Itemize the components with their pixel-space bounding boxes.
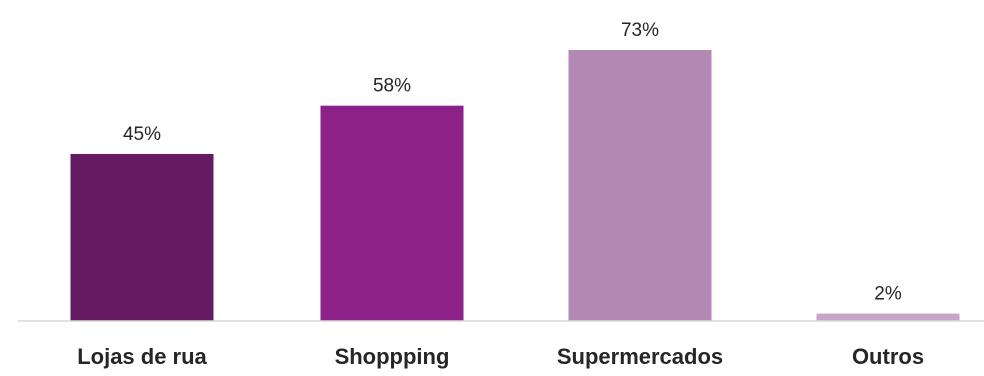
bar-shoppping bbox=[320, 105, 464, 321]
bar-outros bbox=[816, 313, 960, 321]
category-label-shoppping: Shoppping bbox=[335, 344, 450, 369]
data-label-lojas-de-rua: 45% bbox=[123, 124, 161, 145]
category-label-supermercados: Supermercados bbox=[557, 344, 723, 369]
data-label-shoppping: 58% bbox=[373, 76, 411, 97]
data-labels-group: 45% 58% 73% 2% bbox=[123, 20, 902, 305]
category-labels-group: Lojas de rua Shoppping Supermercados Outros bbox=[77, 344, 924, 369]
bar-lojas-de-rua bbox=[70, 153, 214, 321]
category-label-outros: Outros bbox=[852, 344, 924, 369]
data-label-supermercados: 73% bbox=[621, 20, 659, 41]
data-label-outros: 2% bbox=[874, 284, 902, 305]
bar-supermercados bbox=[568, 50, 712, 321]
category-label-lojas-de-rua: Lojas de rua bbox=[77, 344, 207, 369]
bars-group bbox=[70, 50, 960, 321]
